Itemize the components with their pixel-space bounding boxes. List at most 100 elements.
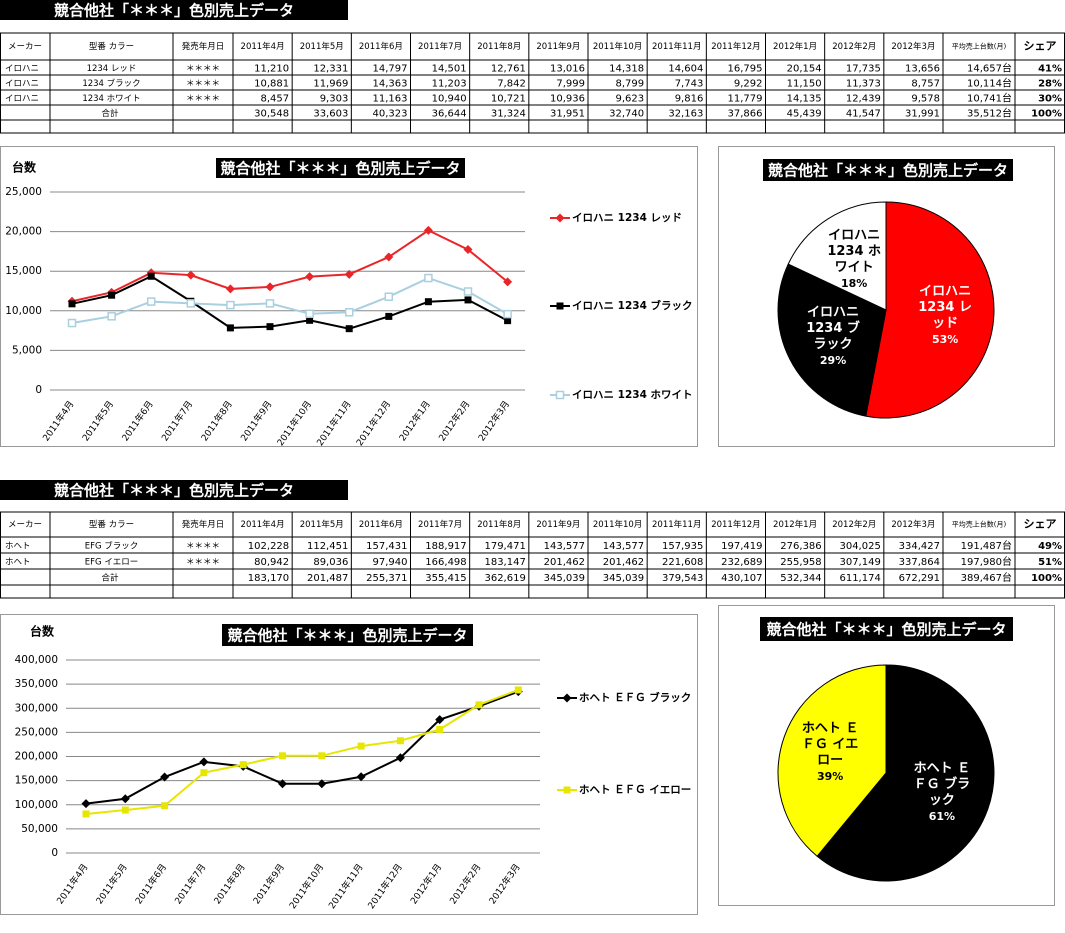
- table-cell: 11,210: [254, 64, 289, 75]
- table-cell: 31,951: [550, 109, 585, 120]
- table-cell: 40,323: [373, 109, 408, 120]
- table-cell: 304,025: [839, 541, 880, 552]
- table-cell: 89,036: [313, 557, 348, 568]
- table-cell: ＊＊＊＊: [186, 79, 220, 89]
- y-tick-label: 10,000: [5, 305, 42, 317]
- table-cell: 255,958: [780, 557, 821, 568]
- legend-marker: [556, 302, 564, 310]
- pie-percent: 18%: [841, 276, 868, 290]
- table-cell: 12,439: [846, 94, 881, 105]
- marker: [344, 308, 354, 317]
- y-tick-label: 50,000: [21, 823, 58, 835]
- marker: [265, 299, 275, 308]
- marker: [226, 324, 234, 332]
- chart-frame: [0, 146, 698, 447]
- table-cell: 14,797: [373, 64, 408, 75]
- table-cell: 197,419: [721, 541, 762, 552]
- table-cell: 14,501: [432, 64, 467, 75]
- table-cell: イロハニ: [5, 64, 39, 74]
- marker: [345, 325, 353, 333]
- marker: [503, 277, 513, 287]
- table-header: 2012年2月: [832, 519, 876, 530]
- table-cell: 37,866: [728, 109, 763, 120]
- pie-category: イロハニ 1234 レッド: [918, 283, 972, 331]
- legend-label: イロハニ 1234 ブラック: [572, 299, 693, 312]
- table-header: 2011年9月: [536, 41, 580, 52]
- marker: [424, 273, 433, 283]
- marker: [503, 309, 512, 319]
- title-box: [0, 480, 348, 500]
- marker: [435, 715, 445, 725]
- marker: [146, 297, 156, 306]
- table-cell: 16,795: [728, 64, 763, 75]
- marker: [67, 318, 77, 328]
- pie-slice: [865, 201, 995, 419]
- table-cell: 157,935: [662, 541, 703, 552]
- table-cell: EFG イエロー: [85, 558, 138, 568]
- table-header: 2011年5月: [300, 41, 344, 52]
- table-cell: 389,467台: [961, 571, 1012, 584]
- table-cell: 532,344: [780, 573, 821, 584]
- title-box: [760, 617, 1013, 641]
- table-header: 発売年月日: [182, 519, 225, 530]
- table-cell: 7,743: [675, 79, 704, 90]
- table-total-label: 合計: [101, 108, 119, 119]
- table-cell: 32,740: [609, 109, 644, 120]
- pie-category: イロハニ 1234 ブラック: [806, 304, 860, 352]
- table-cell: 611,174: [839, 573, 880, 584]
- table-cell: 183,170: [248, 573, 289, 584]
- marker: [384, 252, 394, 262]
- table-cell: EFG ブラック: [85, 541, 139, 552]
- table-cell: 1234 レッド: [87, 64, 137, 74]
- title-box: [763, 159, 1013, 181]
- marker: [464, 296, 472, 304]
- table-header: 2011年8月: [477, 519, 521, 530]
- marker: [279, 752, 286, 760]
- marker: [344, 269, 354, 279]
- table-cell: 10,721: [491, 94, 526, 105]
- table-cell: 11,150: [787, 79, 822, 90]
- table-cell: 11,373: [846, 79, 881, 90]
- table-cell: 97,940: [373, 557, 408, 568]
- title: 競合他社「＊＊＊」色別売上データ: [227, 627, 467, 645]
- title: 競合他社「＊＊＊」色別売上データ: [54, 2, 294, 20]
- y-tick-label: 400,000: [15, 654, 58, 666]
- table-cell: 379,543: [662, 573, 703, 584]
- table-cell: 35,512台: [967, 107, 1012, 120]
- legend-label: イロハニ 1234 レッド: [572, 212, 682, 224]
- table-cell: 49%: [1038, 541, 1062, 552]
- table-cell: 10,881: [254, 79, 289, 90]
- marker: [226, 300, 235, 310]
- marker: [278, 779, 287, 789]
- table-header: 2012年1月: [773, 41, 817, 52]
- series-line: [71, 276, 509, 325]
- table-header: 2012年3月: [891, 41, 935, 52]
- y-tick-label: 300,000: [15, 702, 58, 714]
- table-header: メーカー: [8, 520, 42, 530]
- marker: [305, 272, 315, 282]
- table-header: 型番 カラー: [89, 519, 134, 530]
- pie-percent: 53%: [931, 332, 959, 346]
- y-tick-label: 15,000: [5, 265, 42, 277]
- table-cell: 183,147: [484, 557, 525, 568]
- table-cell: 10,114台: [967, 77, 1012, 90]
- table-cell: 1234 ブラック: [82, 78, 140, 89]
- pie-slice: [816, 664, 995, 882]
- table-total-label: 合計: [101, 573, 119, 584]
- table-cell: 1234 ホワイト: [82, 94, 140, 104]
- pie-label: ホヘト ＥＦＧ イエロー 39%: [797, 721, 863, 785]
- table-cell: 100%: [1031, 573, 1062, 584]
- table-cell: 102,228: [248, 541, 289, 552]
- table-cell: イロハニ: [5, 94, 39, 104]
- table-cell: 12,761: [491, 64, 526, 75]
- table-cell: 9,292: [734, 79, 763, 90]
- table-cell: 112,451: [307, 541, 348, 552]
- table-cell: 345,039: [603, 573, 644, 584]
- table-cell: 201,462: [544, 557, 585, 568]
- table-cell: ＊＊＊＊: [186, 558, 220, 568]
- marker: [68, 300, 76, 308]
- y-tick-label: 200,000: [15, 751, 58, 763]
- table-cell: 9,623: [616, 94, 645, 105]
- table-header: 2011年7月: [418, 41, 462, 52]
- legend-label: イロハニ 1234 ホワイト: [572, 389, 693, 401]
